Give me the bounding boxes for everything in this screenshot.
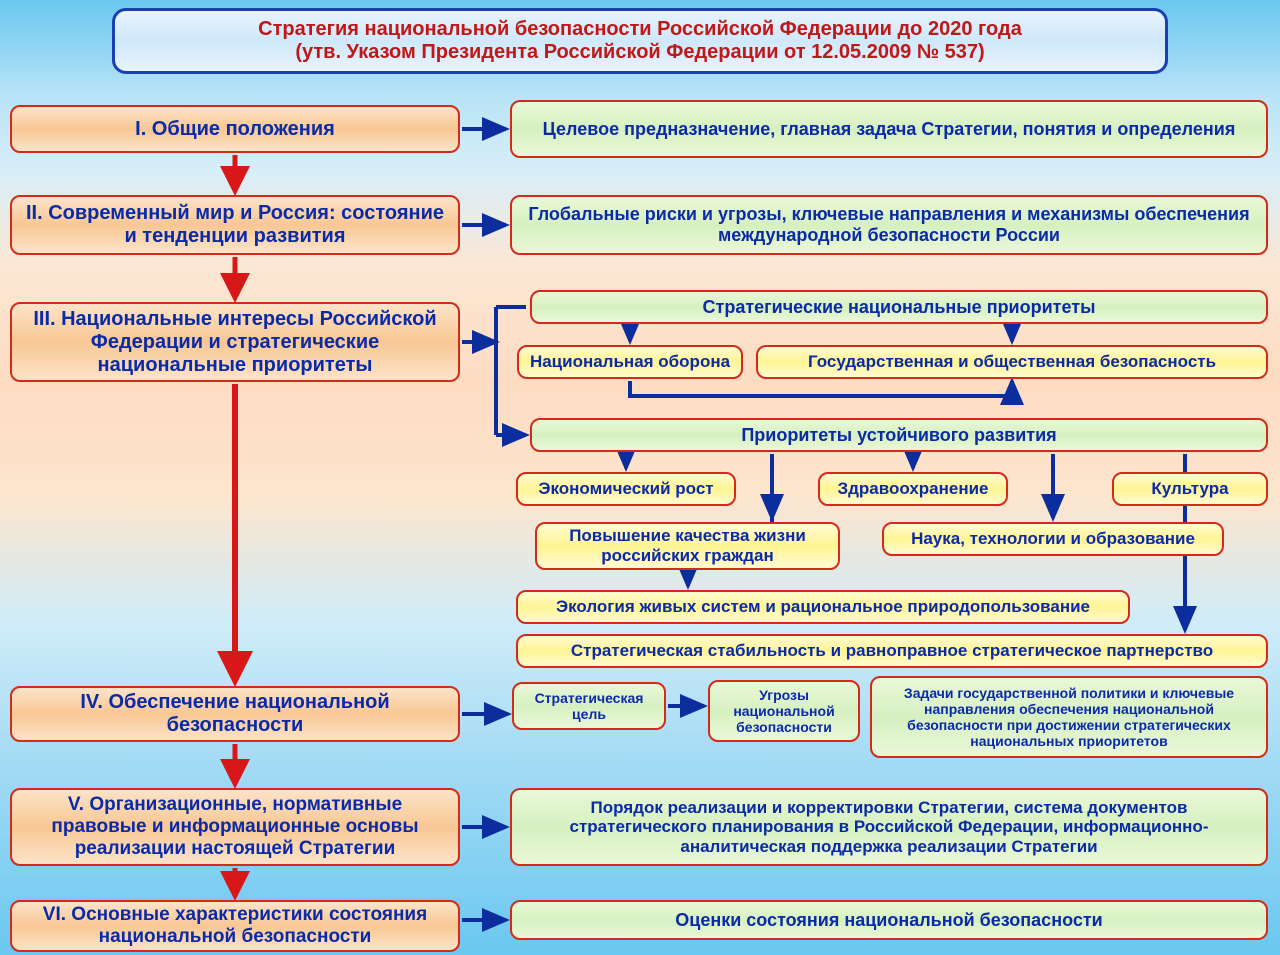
box-p_top: Стратегические национальные приоритеты [530,290,1268,324]
box-s4b: Угрозы национальной безопасности [708,680,860,742]
box-s2: II. Современный мир и Россия: состояние … [10,195,460,255]
box-y_eco: Экология живых систем и рациональное при… [516,590,1130,624]
box-s3: III. Национальные интересы Российской Фе… [10,302,460,382]
box-p_sec: Государственная и общественная безопасно… [756,345,1268,379]
box-s4a: Стратегическая цель [512,682,666,730]
box-s6: VI. Основные характеристики состояния на… [10,900,460,952]
diagram-title: Стратегия национальной безопасности Росс… [112,8,1168,74]
box-y_stab: Стратегическая стабильность и равноправн… [516,634,1268,668]
title-line-1: Стратегия национальной безопасности Росс… [258,18,1022,41]
box-s5: V. Организационные, нормативные правовые… [10,788,460,866]
box-y_econ: Экономический рост [516,472,736,506]
box-p_sust: Приоритеты устойчивого развития [530,418,1268,452]
box-s1r: Целевое предназначение, главная задача С… [510,100,1268,158]
box-s4: IV. Обеспечение национальной безопасност… [10,686,460,742]
box-y_sci: Наука, технологии и образование [882,522,1224,556]
box-s4c: Задачи государственной политики и ключев… [870,676,1268,758]
box-s5r: Порядок реализации и корректировки Страт… [510,788,1268,866]
box-y_qual: Повышение качества жизни российских граж… [535,522,840,570]
arrow-blue [630,381,1012,396]
box-y_health: Здравоохранение [818,472,1008,506]
box-s2r: Глобальные риски и угрозы, ключевые напр… [510,195,1268,255]
box-y_cult: Культура [1112,472,1268,506]
box-s6r: Оценки состояния национальной безопаснос… [510,900,1268,940]
box-p_def: Национальная оборона [517,345,743,379]
title-line-2: (утв. Указом Президента Российской Федер… [258,41,1022,64]
box-s1: I. Общие положения [10,105,460,153]
